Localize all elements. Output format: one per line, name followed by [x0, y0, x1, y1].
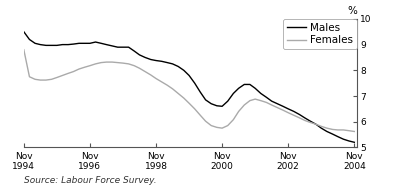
Males — [21, 31, 26, 33]
Females — [88, 65, 93, 67]
Text: Source: Labour Force Survey.: Source: Labour Force Survey. — [24, 176, 156, 185]
Males — [137, 54, 142, 56]
Males — [88, 42, 93, 44]
Females — [352, 130, 357, 133]
Males — [220, 105, 225, 107]
Males — [352, 141, 357, 143]
Females — [137, 67, 142, 69]
Males — [99, 42, 104, 44]
Females — [198, 114, 203, 116]
Line: Females: Females — [24, 50, 355, 132]
Text: %: % — [347, 6, 357, 16]
Males — [198, 91, 203, 93]
Legend: Males, Females: Males, Females — [283, 19, 357, 49]
Females — [99, 61, 104, 64]
Females — [220, 127, 225, 129]
Males — [308, 120, 313, 122]
Females — [308, 121, 313, 124]
Females — [21, 49, 26, 51]
Line: Males: Males — [24, 32, 355, 142]
